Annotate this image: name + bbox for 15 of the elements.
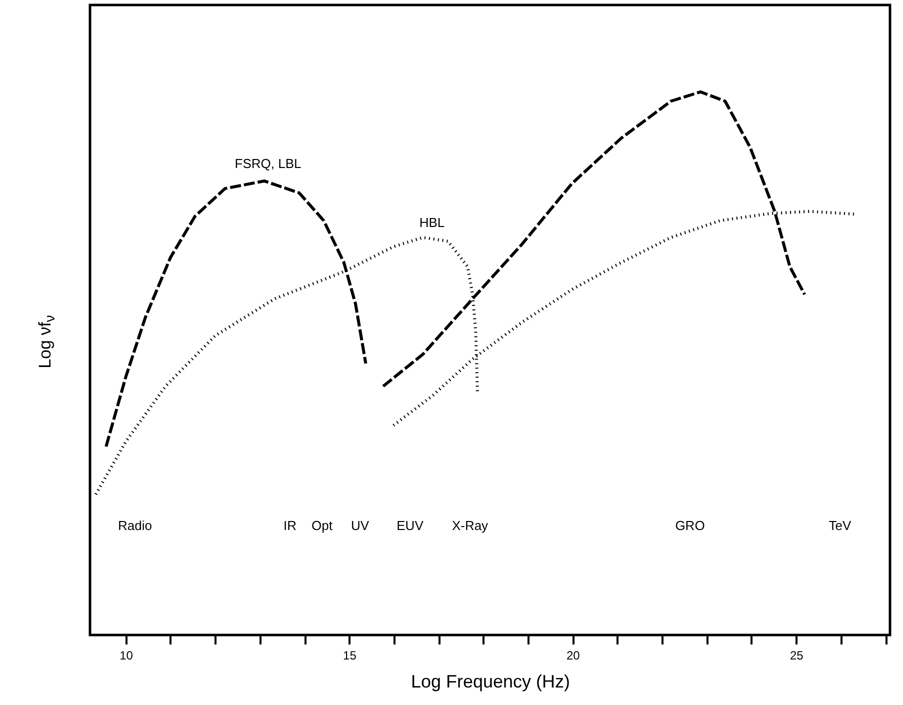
annotation: GRO [675,518,705,533]
annotation: Radio [118,518,152,533]
annotation: FSRQ, LBL [234,156,302,171]
annotation: UV [350,518,370,533]
x-tick-label: 25 [790,648,804,662]
x-tick-label: 20 [566,648,580,662]
annotation: EUV [396,518,424,533]
x-axis-title: Log Frequency (Hz) [410,672,570,692]
annotation: TeV [828,518,852,533]
annotation: HBL [419,215,445,230]
x-tick-label: 10 [120,648,134,662]
x-tick-label: 15 [343,648,357,662]
annotation: IR [284,518,296,533]
annotation: X-Ray [452,518,488,533]
annotation: Opt [312,518,332,533]
